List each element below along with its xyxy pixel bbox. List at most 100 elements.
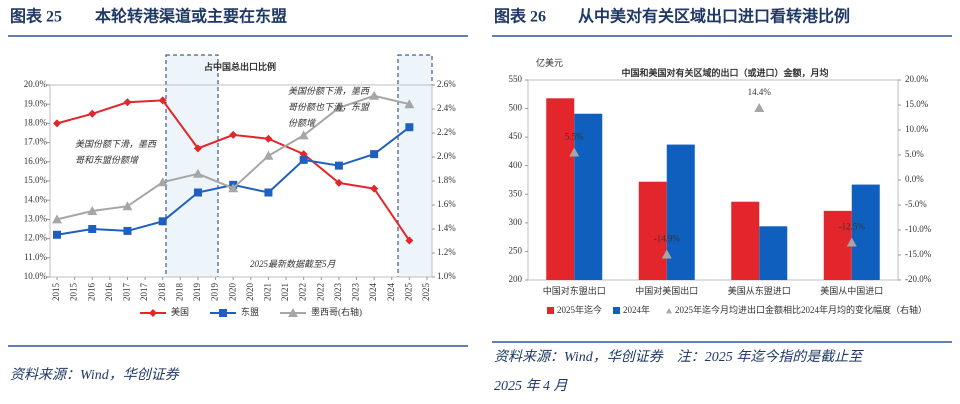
annotation: 美国份额下滑，墨西 xyxy=(288,86,371,96)
annotation: 哥份额也下滑，东盟 xyxy=(288,102,370,112)
value-label: -12.5% xyxy=(839,222,866,232)
marker xyxy=(192,168,203,178)
x-tick-label: 2018 xyxy=(174,283,184,302)
bar xyxy=(666,144,695,280)
highlight-box xyxy=(165,54,219,278)
highlight-box xyxy=(397,54,433,278)
legend-swatch xyxy=(547,307,554,314)
legend-label: 墨西哥(右轴) xyxy=(311,306,362,317)
marker xyxy=(228,183,239,193)
y-tick-label: 19.0% xyxy=(24,98,48,108)
y2-tick-label: 2.0% xyxy=(437,151,456,161)
marker xyxy=(122,201,133,211)
x-tick-label: 2023 xyxy=(333,283,343,302)
marker xyxy=(333,102,344,112)
figure-label: 图表 26 xyxy=(494,7,546,26)
y2-tick-label: 1.8% xyxy=(437,175,456,185)
y2-tick-label: 10.0% xyxy=(905,124,929,134)
marker xyxy=(405,236,414,245)
bar xyxy=(823,210,852,280)
marker xyxy=(53,119,61,128)
marker xyxy=(229,130,238,139)
legend-label: 东盟 xyxy=(241,306,259,317)
y-tick-label: 18.0% xyxy=(24,117,48,127)
legend-label: 美国 xyxy=(171,306,189,317)
x-tick-label: 美国从中国进口 xyxy=(820,285,883,296)
x-tick-label: 2016 xyxy=(104,283,114,302)
marker xyxy=(87,206,98,215)
y-tick-label: 15.0% xyxy=(24,175,48,185)
legend-label: 2024年 xyxy=(623,304,650,315)
marker xyxy=(369,90,380,100)
figure-label: 图表 25 xyxy=(10,7,62,26)
marker xyxy=(370,150,379,159)
annotation: 2025最新数据截至5月 xyxy=(250,259,337,269)
bar xyxy=(731,201,760,280)
bar xyxy=(759,226,788,280)
marker xyxy=(263,150,274,160)
marker xyxy=(846,237,857,247)
legend-marker xyxy=(288,308,298,317)
marker xyxy=(299,155,308,164)
y-tick-label: 350 xyxy=(509,188,523,198)
value-label: -14.9% xyxy=(654,234,681,244)
marker xyxy=(123,98,132,107)
marker xyxy=(754,103,765,112)
marker xyxy=(661,249,672,259)
marker xyxy=(405,123,414,132)
marker xyxy=(157,177,168,187)
marker xyxy=(158,96,167,105)
x-tick-label: 2021 xyxy=(280,283,290,301)
bar xyxy=(574,113,603,280)
y2-tick-label: 5.0% xyxy=(905,149,924,159)
x-tick-label: 2021 xyxy=(262,283,272,301)
y-tick-label: 550 xyxy=(509,74,523,84)
y-tick-label: 11.0% xyxy=(24,252,47,262)
marker xyxy=(334,178,343,187)
y-tick-label: 17.0% xyxy=(24,137,48,147)
x-tick-label: 2015 xyxy=(51,283,61,302)
x-tick-label: 2016 xyxy=(86,283,96,302)
y-tick-label: 200 xyxy=(509,274,523,284)
y2-tick-label: 2.2% xyxy=(437,127,456,137)
marker xyxy=(193,188,202,197)
marker xyxy=(123,226,132,235)
y2-tick-label: 15.0% xyxy=(905,99,929,109)
bar xyxy=(638,181,667,280)
x-tick-label: 2015 xyxy=(69,283,79,302)
y-tick-label: 10.0% xyxy=(24,271,48,281)
annotation: 美国份额下滑，墨西 xyxy=(75,139,158,149)
x-tick-label: 2017 xyxy=(139,283,149,302)
marker xyxy=(193,144,202,153)
y2-tick-label: 2.6% xyxy=(437,79,456,89)
x-tick-label: 中国对东盟出口 xyxy=(543,285,606,296)
y2-tick-label: 0.0% xyxy=(905,174,924,184)
legend-swatch xyxy=(613,307,620,314)
chart-title: 占中国总出口比例 xyxy=(204,61,276,72)
marker xyxy=(264,188,273,197)
y2-tick-label: 1.2% xyxy=(437,247,456,257)
y2-tick-label: -20.0% xyxy=(905,274,932,284)
annotation: 哥和东盟份额增 xyxy=(75,155,139,165)
x-tick-label: 2020 xyxy=(245,283,255,302)
y-tick-label: 16.0% xyxy=(24,156,48,166)
y2-tick-label: 1.6% xyxy=(437,199,456,209)
y-tick-label: 250 xyxy=(509,245,523,255)
x-tick-label: 2017 xyxy=(122,283,132,302)
x-tick-label: 2025 xyxy=(403,283,413,302)
marker xyxy=(158,217,167,226)
marker xyxy=(569,147,580,157)
y-axis-label: 亿美元 xyxy=(536,57,563,68)
bar xyxy=(851,184,880,280)
marker xyxy=(88,225,97,233)
x-tick-label: 2018 xyxy=(157,283,167,302)
marker xyxy=(52,214,62,224)
x-tick-label: 2024 xyxy=(368,283,378,302)
legend-marker xyxy=(666,308,672,314)
source: 资料来源：Wind，华创证券 注：2025 年迄今指的是截止至 xyxy=(494,349,864,365)
marker xyxy=(404,99,415,109)
y-tick-label: 450 xyxy=(509,131,523,141)
x-tick-label: 2025 xyxy=(421,283,431,302)
figure-caption: 本轮转港渠道或主要在东盟 xyxy=(95,7,287,26)
